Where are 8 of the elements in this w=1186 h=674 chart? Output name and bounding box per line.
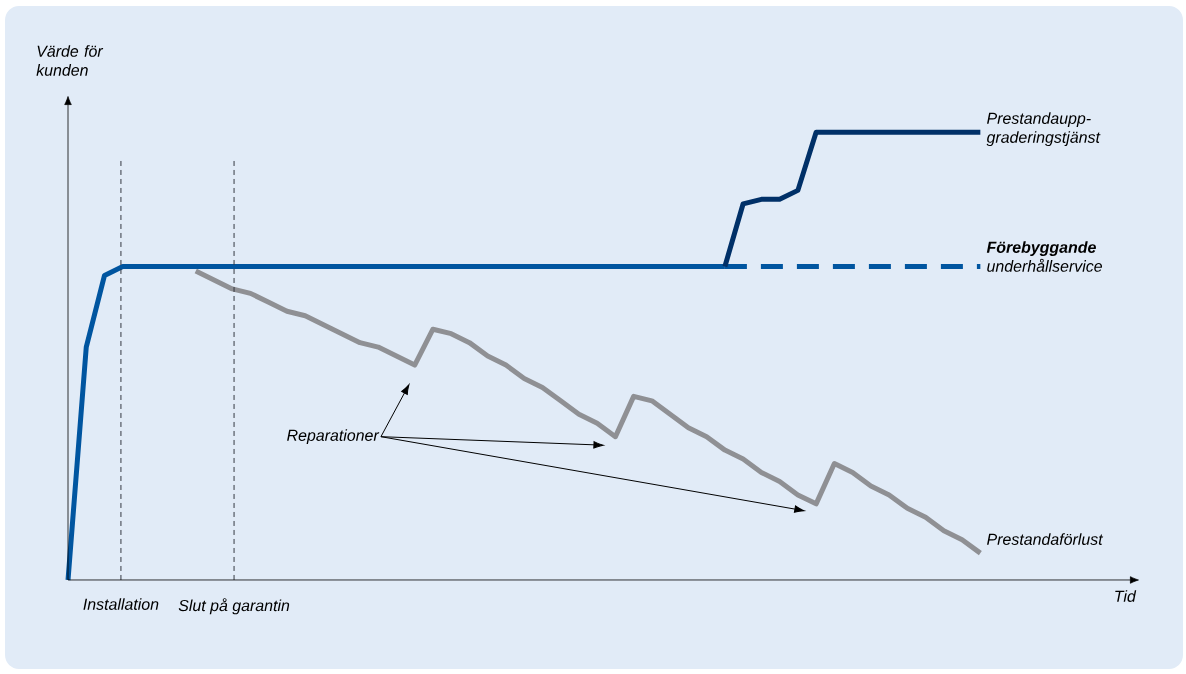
text: Installation [83, 598, 159, 610]
series-label: Prestandaupp-graderingstjänst [986, 112, 1101, 147]
text: Tid [1115, 590, 1137, 602]
text: Slut på garantin [178, 598, 290, 615]
annotation: Reparationer [287, 429, 380, 445]
series-label: Förebyggande underhållservice [986, 241, 1102, 272]
series-label: Prestandaförlust [987, 533, 1104, 545]
y-axis-title: Värde för kunden [36, 45, 104, 76]
